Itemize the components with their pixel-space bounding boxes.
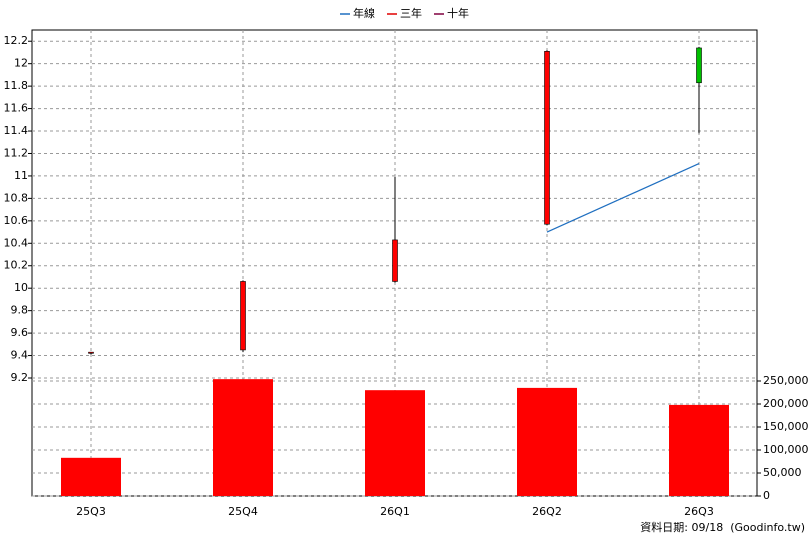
y-tick-label: 11.4 — [4, 124, 29, 137]
footer: 資料日期: 09/18 (Goodinfo.tw) — [640, 520, 805, 534]
y-tick-label: 12.2 — [4, 34, 29, 47]
legend-label: 三年 — [400, 6, 422, 20]
candle-body — [392, 239, 398, 282]
y-tick-label: 10 — [14, 281, 28, 294]
candle-body — [88, 351, 94, 354]
y-tick-label: 10.4 — [4, 236, 29, 249]
x-tick-label: 26Q3 — [684, 505, 714, 518]
x-tick-label: 26Q1 — [380, 505, 410, 518]
candle-body — [696, 47, 702, 84]
candle-body — [240, 281, 246, 351]
y-tick-label: 11.2 — [4, 146, 29, 159]
y2-tick-label: 150,000 — [763, 420, 808, 433]
y2-tick-label: 100,000 — [763, 443, 808, 456]
volume-bar — [669, 404, 729, 496]
y-tick-label: 9.6 — [11, 326, 29, 339]
y2-tick-label: 250,000 — [763, 374, 808, 387]
y2-tick-label: 0 — [763, 489, 770, 502]
y-tick-label: 9.4 — [11, 349, 29, 362]
y-tick-label: 11.6 — [4, 102, 29, 115]
y-tick-label: 11 — [14, 169, 28, 182]
y-tick-label: 10.2 — [4, 259, 29, 272]
volume-bar — [365, 390, 425, 496]
candle-body — [544, 51, 550, 225]
line-series — [546, 163, 700, 233]
legend-label: 年線 — [353, 6, 375, 20]
y-tick-label: 10.6 — [4, 214, 29, 227]
x-tick-label: 25Q3 — [76, 505, 106, 518]
y-tick-label: 9.2 — [11, 371, 29, 384]
volume-bar — [517, 387, 577, 496]
volume-bar — [213, 379, 273, 496]
y2-tick-label: 50,000 — [763, 466, 802, 479]
x-tick-label: 26Q2 — [532, 505, 562, 518]
y-tick-label: 11.8 — [4, 79, 29, 92]
y-tick-label: 10.8 — [4, 191, 29, 204]
volume-bar — [61, 457, 121, 496]
y-tick-label: 12 — [14, 57, 28, 70]
legend-label: 十年 — [447, 6, 469, 20]
y2-tick-label: 200,000 — [763, 397, 808, 410]
x-tick-label: 25Q4 — [228, 505, 258, 518]
y-tick-label: 9.8 — [11, 304, 29, 317]
